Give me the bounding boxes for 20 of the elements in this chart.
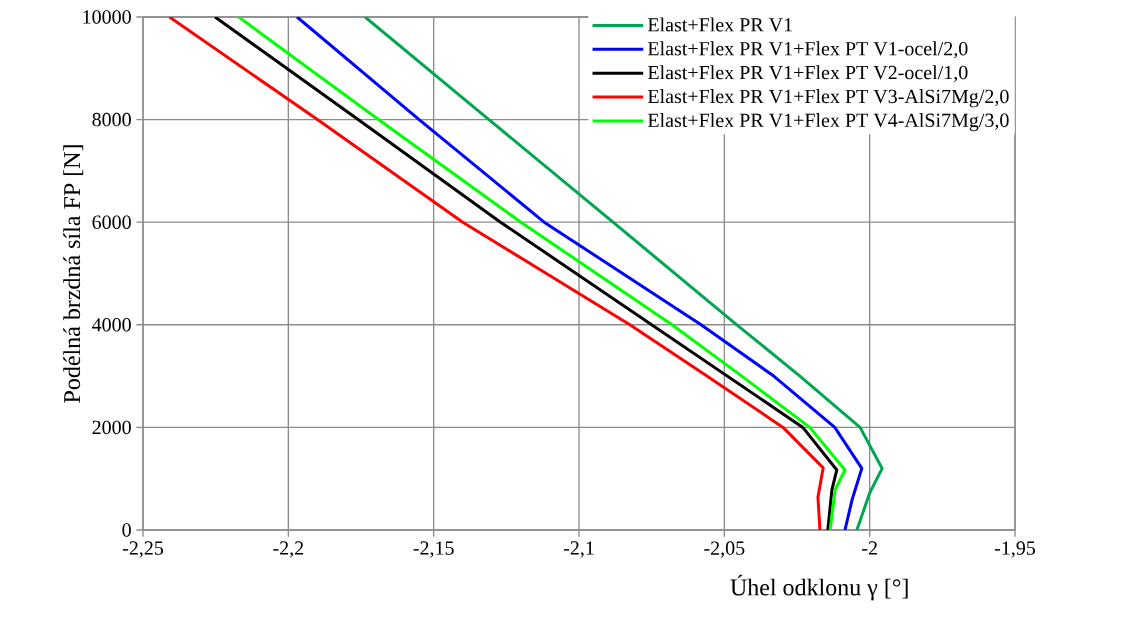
x-tick-label: -2,05 — [704, 541, 745, 558]
x-tick-label: -1,95 — [994, 541, 1036, 558]
y-tick-label: 4000 — [92, 318, 131, 332]
x-tick-label: -2,2 — [273, 541, 304, 558]
y-tick-label: 6000 — [92, 215, 131, 229]
x-axis-title: Úhel odklonu γ [°] — [730, 574, 908, 601]
y-tick-label: 10000 — [83, 10, 131, 24]
y-tick-label: 2000 — [92, 420, 131, 435]
x-tick-label: -2,25 — [122, 541, 164, 558]
x-tick-label: -2,1 — [563, 541, 594, 558]
legend-label: Elast+Flex PR V1+Flex PT V3-AlSi7Mg/2,0 — [647, 89, 1009, 108]
x-tick-label: -2,15 — [413, 541, 454, 558]
legend-label: Elast+Flex PR V1 — [647, 17, 792, 32]
y-tick-label: 8000 — [92, 112, 131, 127]
legend-label: Elast+Flex PR V1+Flex PT V4-AlSi7Mg/3,0 — [647, 112, 1009, 132]
y-tick-label: 0 — [122, 523, 131, 537]
legend-label: Elast+Flex PR V1+Flex PT V1-ocel/2,0 — [647, 41, 968, 59]
x-tick-label: -2 — [862, 541, 877, 555]
y-axis-title: Podélná brzdná síla FP [N] — [63, 145, 84, 403]
legend-label: Elast+Flex PR V1+Flex PT V2-ocel/1,0 — [647, 65, 968, 83]
